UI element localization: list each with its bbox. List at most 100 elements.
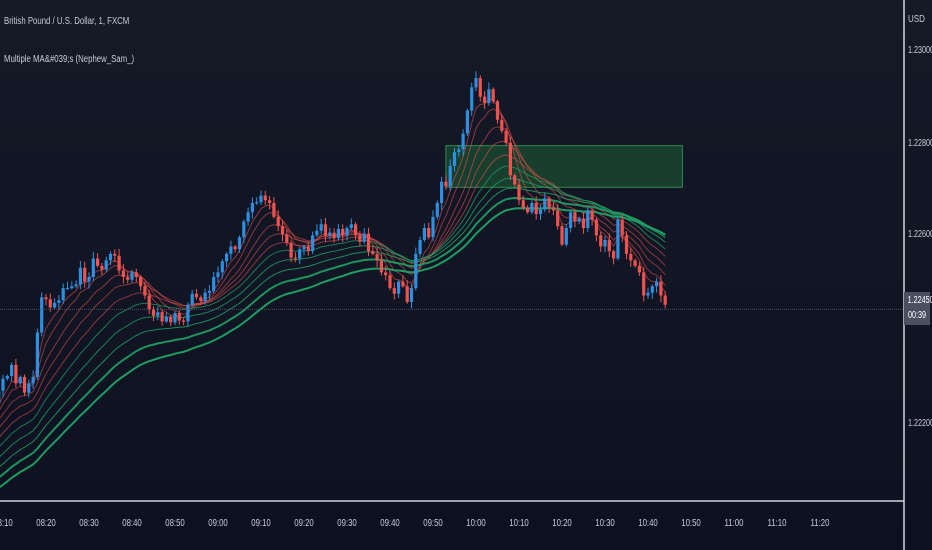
x-tick-label: 11:00 (724, 518, 744, 529)
symbol-title[interactable]: British Pound / U.S. Dollar, 1, FXCM (4, 16, 130, 27)
moving-average-line (0, 207, 666, 489)
candle (332, 232, 336, 239)
candle (293, 257, 297, 259)
indicator-title[interactable]: Multiple MA&#039;s (Nephew_Sam_) (4, 54, 135, 65)
candle (371, 251, 375, 254)
x-tick-label: 08:10 (0, 518, 13, 529)
last-price-value: 1.22450 (907, 295, 932, 306)
moving-average-line (0, 165, 666, 447)
candle (18, 376, 22, 384)
candle (5, 375, 9, 379)
candle (306, 246, 310, 252)
candle (160, 312, 164, 322)
currency-label: USD (908, 14, 925, 25)
x-tick-label: 10:20 (552, 518, 572, 529)
candle (74, 284, 78, 287)
candle (504, 130, 508, 143)
last-price-label: 1.22450 00:39 (904, 292, 932, 325)
y-tick-label: 1.23000 (908, 45, 932, 56)
candle (229, 246, 233, 254)
candle (177, 313, 181, 321)
candle (397, 281, 401, 294)
candle (190, 293, 194, 305)
candle (104, 260, 108, 270)
candle (27, 383, 31, 393)
candle (48, 299, 52, 308)
candle (113, 253, 117, 256)
candle (70, 286, 74, 289)
candle (194, 293, 199, 298)
candle (517, 184, 521, 201)
candle (435, 203, 439, 217)
candle (526, 207, 530, 213)
x-tick-label: 09:00 (208, 518, 228, 529)
candle (233, 246, 237, 250)
moving-average-line (0, 140, 666, 428)
moving-average-line (0, 187, 666, 468)
candle (392, 288, 396, 294)
candle (40, 297, 44, 333)
x-tick-label: 09:10 (251, 518, 271, 529)
candle (225, 253, 229, 262)
candle (207, 290, 211, 293)
candle (203, 292, 207, 302)
candle (336, 228, 340, 239)
candle (173, 313, 177, 323)
candle (513, 175, 517, 185)
candle (478, 78, 482, 97)
candle (547, 198, 551, 208)
moving-average-line (0, 154, 666, 438)
zone-rectangle[interactable] (445, 145, 683, 188)
candle (470, 87, 474, 111)
candle (242, 221, 246, 238)
candle (573, 212, 577, 222)
candle (182, 320, 186, 322)
x-tick-label: 10:50 (681, 518, 701, 529)
candle (401, 281, 405, 287)
candle (590, 210, 594, 220)
x-tick-label: 10:00 (466, 518, 486, 529)
candle (216, 272, 220, 277)
candle (491, 89, 495, 102)
candle (341, 228, 345, 236)
x-tick-label: 10:30 (595, 518, 615, 529)
countdown-timer: 00:39 (907, 310, 927, 321)
x-tick-label: 11:20 (810, 518, 830, 529)
candle (143, 286, 147, 296)
candle (599, 235, 603, 247)
candle (551, 207, 555, 211)
candle (126, 277, 130, 280)
candle (121, 270, 125, 277)
candle (91, 258, 95, 277)
candle (156, 312, 160, 316)
x-tick-label: 08:40 (122, 518, 142, 529)
candle (10, 364, 14, 376)
candle (633, 260, 637, 266)
candle (354, 224, 358, 236)
candle (569, 212, 573, 228)
x-tick-label: 11:10 (767, 518, 787, 529)
candle (624, 235, 629, 254)
candle (663, 295, 667, 305)
candle (268, 200, 272, 203)
candle (508, 142, 512, 176)
candle (384, 272, 388, 276)
candle (134, 272, 138, 277)
candle (276, 216, 280, 227)
candle (96, 258, 100, 266)
x-tick-label: 08:50 (165, 518, 185, 529)
x-tick-label: 09:50 (423, 518, 443, 529)
y-tick-label: 1.22600 (908, 229, 932, 240)
candle (100, 265, 104, 270)
candle (495, 101, 500, 120)
candle (655, 281, 659, 287)
candle (311, 235, 315, 252)
candle (302, 246, 306, 250)
candle (323, 224, 328, 236)
x-tick-label: 08:30 (79, 518, 99, 529)
candle (362, 233, 366, 242)
candle (444, 181, 448, 187)
candle (457, 149, 461, 153)
